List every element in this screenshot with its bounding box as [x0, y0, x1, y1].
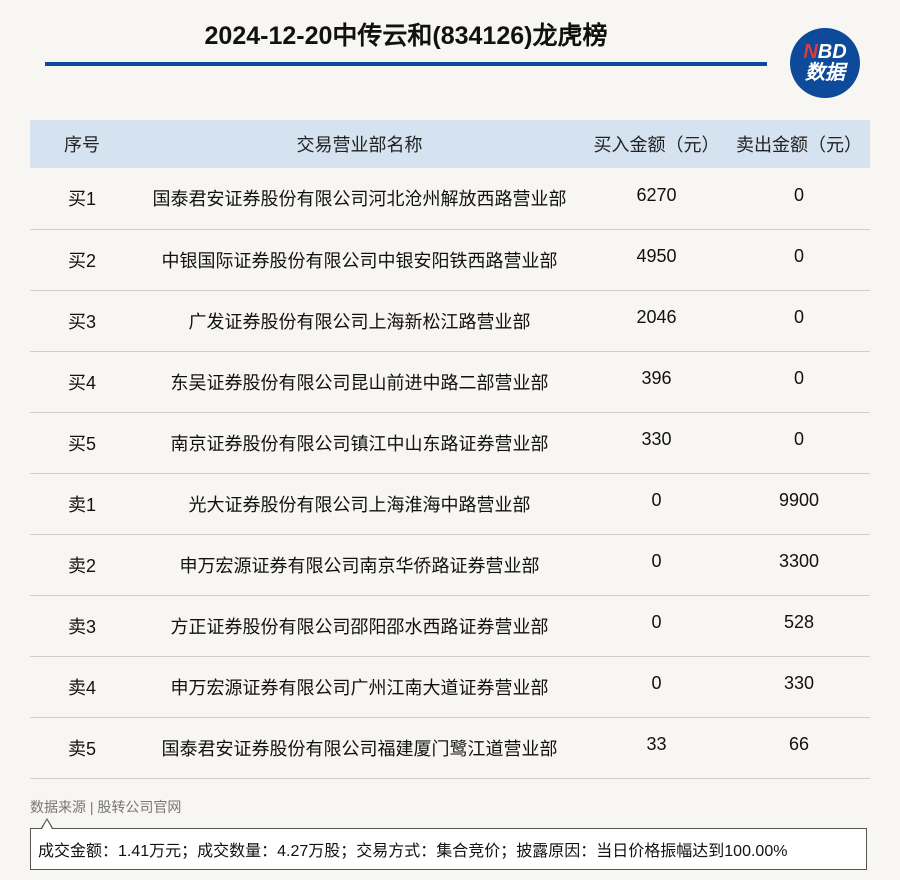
buy-amount: 6270: [636, 184, 677, 205]
table-row: 卖3 方正证券股份有限公司邵阳邵水西路证券营业部 0 528: [30, 595, 870, 656]
trade-summary-note: 成交金额：1.41万元；成交数量：4.27万股；交易方式：集合竞价；披露原因：当…: [30, 828, 867, 870]
branch-name: 中银国际证券股份有限公司中银安阳铁西路营业部: [161, 250, 558, 271]
header-sell-amount: 卖出金额（元）: [736, 135, 862, 155]
branch-name: 国泰君安证券股份有限公司福建厦门鹭江道营业部: [161, 738, 558, 759]
table-row: 卖2 申万宏源证券有限公司南京华侨路证券营业部 0 3300: [30, 534, 870, 595]
page-title: 2024-12-20中传云和(834126)龙虎榜: [204, 22, 608, 50]
buy-amount: 0: [651, 673, 662, 693]
sell-amount: 9900: [778, 490, 820, 510]
sell-amount: 0: [793, 307, 804, 327]
sell-amount: 0: [793, 368, 804, 388]
buy-amount: 0: [651, 551, 662, 571]
buy-amount: 0: [651, 490, 662, 510]
table-row: 买4 东吴证券股份有限公司昆山前进中路二部营业部 396 0: [30, 351, 870, 412]
row-index: 买5: [67, 433, 96, 454]
row-index: 卖1: [67, 494, 96, 515]
buy-amount: 396: [641, 368, 672, 388]
buy-amount: 0: [651, 612, 662, 632]
title-underline: [45, 62, 767, 66]
table-row: 买3 广发证券股份有限公司上海新松江路营业部 2046 0: [30, 290, 870, 351]
branch-name: 国泰君安证券股份有限公司河北沧州解放西路营业部: [152, 189, 567, 210]
branch-name: 方正证券股份有限公司邵阳邵水西路证券营业部: [170, 616, 549, 637]
dragon-tiger-table: 序号 交易营业部名称 买入金额（元） 卖出金额（元） 买1 国泰君安证券股份有限公…: [30, 120, 870, 779]
branch-name: 光大证券股份有限公司上海淮海中路营业部: [188, 494, 531, 515]
header-buy-amount: 买入金额（元）: [593, 135, 720, 155]
sell-amount: 330: [783, 673, 815, 693]
logo-letters-bd: BD: [817, 41, 847, 63]
branch-name: 申万宏源证券有限公司南京华侨路证券营业部: [179, 555, 540, 576]
table-row: 买1 国泰君安证券股份有限公司河北沧州解放西路营业部 6270 0: [30, 168, 870, 229]
branch-name: 广发证券股份有限公司上海新松江路营业部: [188, 311, 531, 332]
table-row: 卖1 光大证券股份有限公司上海淮海中路营业部 0 9900: [30, 473, 870, 534]
row-index: 买2: [67, 250, 96, 271]
row-index: 卖4: [67, 677, 96, 698]
buy-amount: 330: [641, 429, 672, 449]
buy-amount: 4950: [636, 246, 677, 266]
sell-amount: 0: [793, 246, 804, 266]
logo-text-data: 数据: [805, 62, 845, 84]
row-index: 卖2: [67, 555, 96, 576]
sell-amount: 0: [793, 184, 804, 205]
table-row: 买2 中银国际证券股份有限公司中银安阳铁西路营业部 4950 0: [30, 229, 870, 290]
row-index: 买3: [67, 311, 96, 332]
row-index: 卖5: [67, 738, 96, 759]
table-row: 卖5 国泰君安证券股份有限公司福建厦门鹭江道营业部 33 66: [30, 717, 870, 778]
nbd-logo: NBD 数据: [790, 28, 860, 98]
note-pointer-fill: [42, 820, 52, 829]
header-index: 序号: [64, 135, 100, 155]
row-index: 买1: [67, 189, 96, 210]
table-row: 卖4 申万宏源证券有限公司广州江南大道证券营业部 0 330: [30, 656, 870, 717]
branch-name: 东吴证券股份有限公司昆山前进中路二部营业部: [170, 372, 549, 393]
row-index: 买4: [67, 372, 96, 393]
sell-amount: 528: [783, 612, 815, 632]
header-branch-name: 交易营业部名称: [296, 135, 423, 155]
row-index: 卖3: [67, 616, 96, 637]
logo-letter-n: N: [803, 41, 818, 63]
sell-amount: 3300: [778, 551, 820, 571]
table-row: 买5 南京证券股份有限公司镇江中山东路证券营业部 330 0: [30, 412, 870, 473]
sell-amount: 66: [788, 734, 810, 754]
sell-amount: 0: [793, 429, 804, 449]
table-header-row: 序号 交易营业部名称 买入金额（元） 卖出金额（元）: [30, 120, 870, 168]
data-source: 数据来源 | 股转公司官网: [30, 799, 182, 815]
branch-name: 南京证券股份有限公司镇江中山东路证券营业部: [170, 433, 549, 454]
buy-amount: 2046: [636, 307, 677, 327]
buy-amount: 33: [646, 734, 667, 754]
branch-name: 申万宏源证券有限公司广州江南大道证券营业部: [170, 677, 549, 698]
